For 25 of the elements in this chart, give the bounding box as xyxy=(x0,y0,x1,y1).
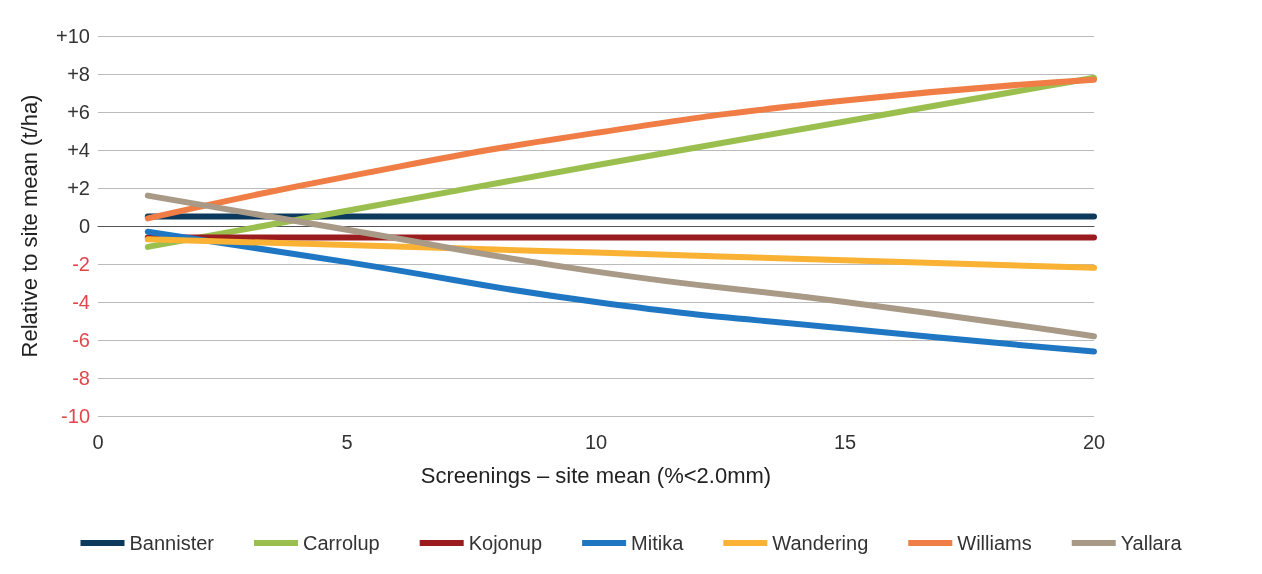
y-tick-label: 0 xyxy=(78,215,90,237)
x-tick-label: 15 xyxy=(833,431,857,453)
y-tick-label: +4 xyxy=(67,139,90,161)
y-tick-label: +6 xyxy=(67,101,90,123)
y-tick-label: -2 xyxy=(72,253,90,275)
y-tick-label: +8 xyxy=(67,63,90,85)
legend-label: Yallara xyxy=(1120,532,1183,554)
legend-label: Bannister xyxy=(129,532,215,554)
y-tick-label: -6 xyxy=(72,329,90,351)
y-tick-label: +10 xyxy=(56,25,90,47)
y-tick-label: +2 xyxy=(67,177,90,199)
y-tick-label: -8 xyxy=(72,367,90,389)
x-axis-title: Screenings – site mean (%<2.0mm) xyxy=(420,462,772,488)
legend-label: Kojonup xyxy=(468,532,543,554)
legend-label: Williams xyxy=(957,532,1032,554)
x-tick-label: 0 xyxy=(92,431,104,453)
x-tick-label: 10 xyxy=(584,431,608,453)
legend-label: Wandering xyxy=(772,532,869,554)
legend-label: Mitika xyxy=(631,532,685,554)
y-tick-label: -10 xyxy=(61,405,90,427)
legend-label: Carrolup xyxy=(302,532,380,554)
x-tick-label: 5 xyxy=(341,431,353,453)
y-tick-label: -4 xyxy=(72,291,90,313)
y-axis-title: Relative to site mean (t/ha) xyxy=(16,94,42,358)
x-tick-label: 20 xyxy=(1082,431,1106,453)
